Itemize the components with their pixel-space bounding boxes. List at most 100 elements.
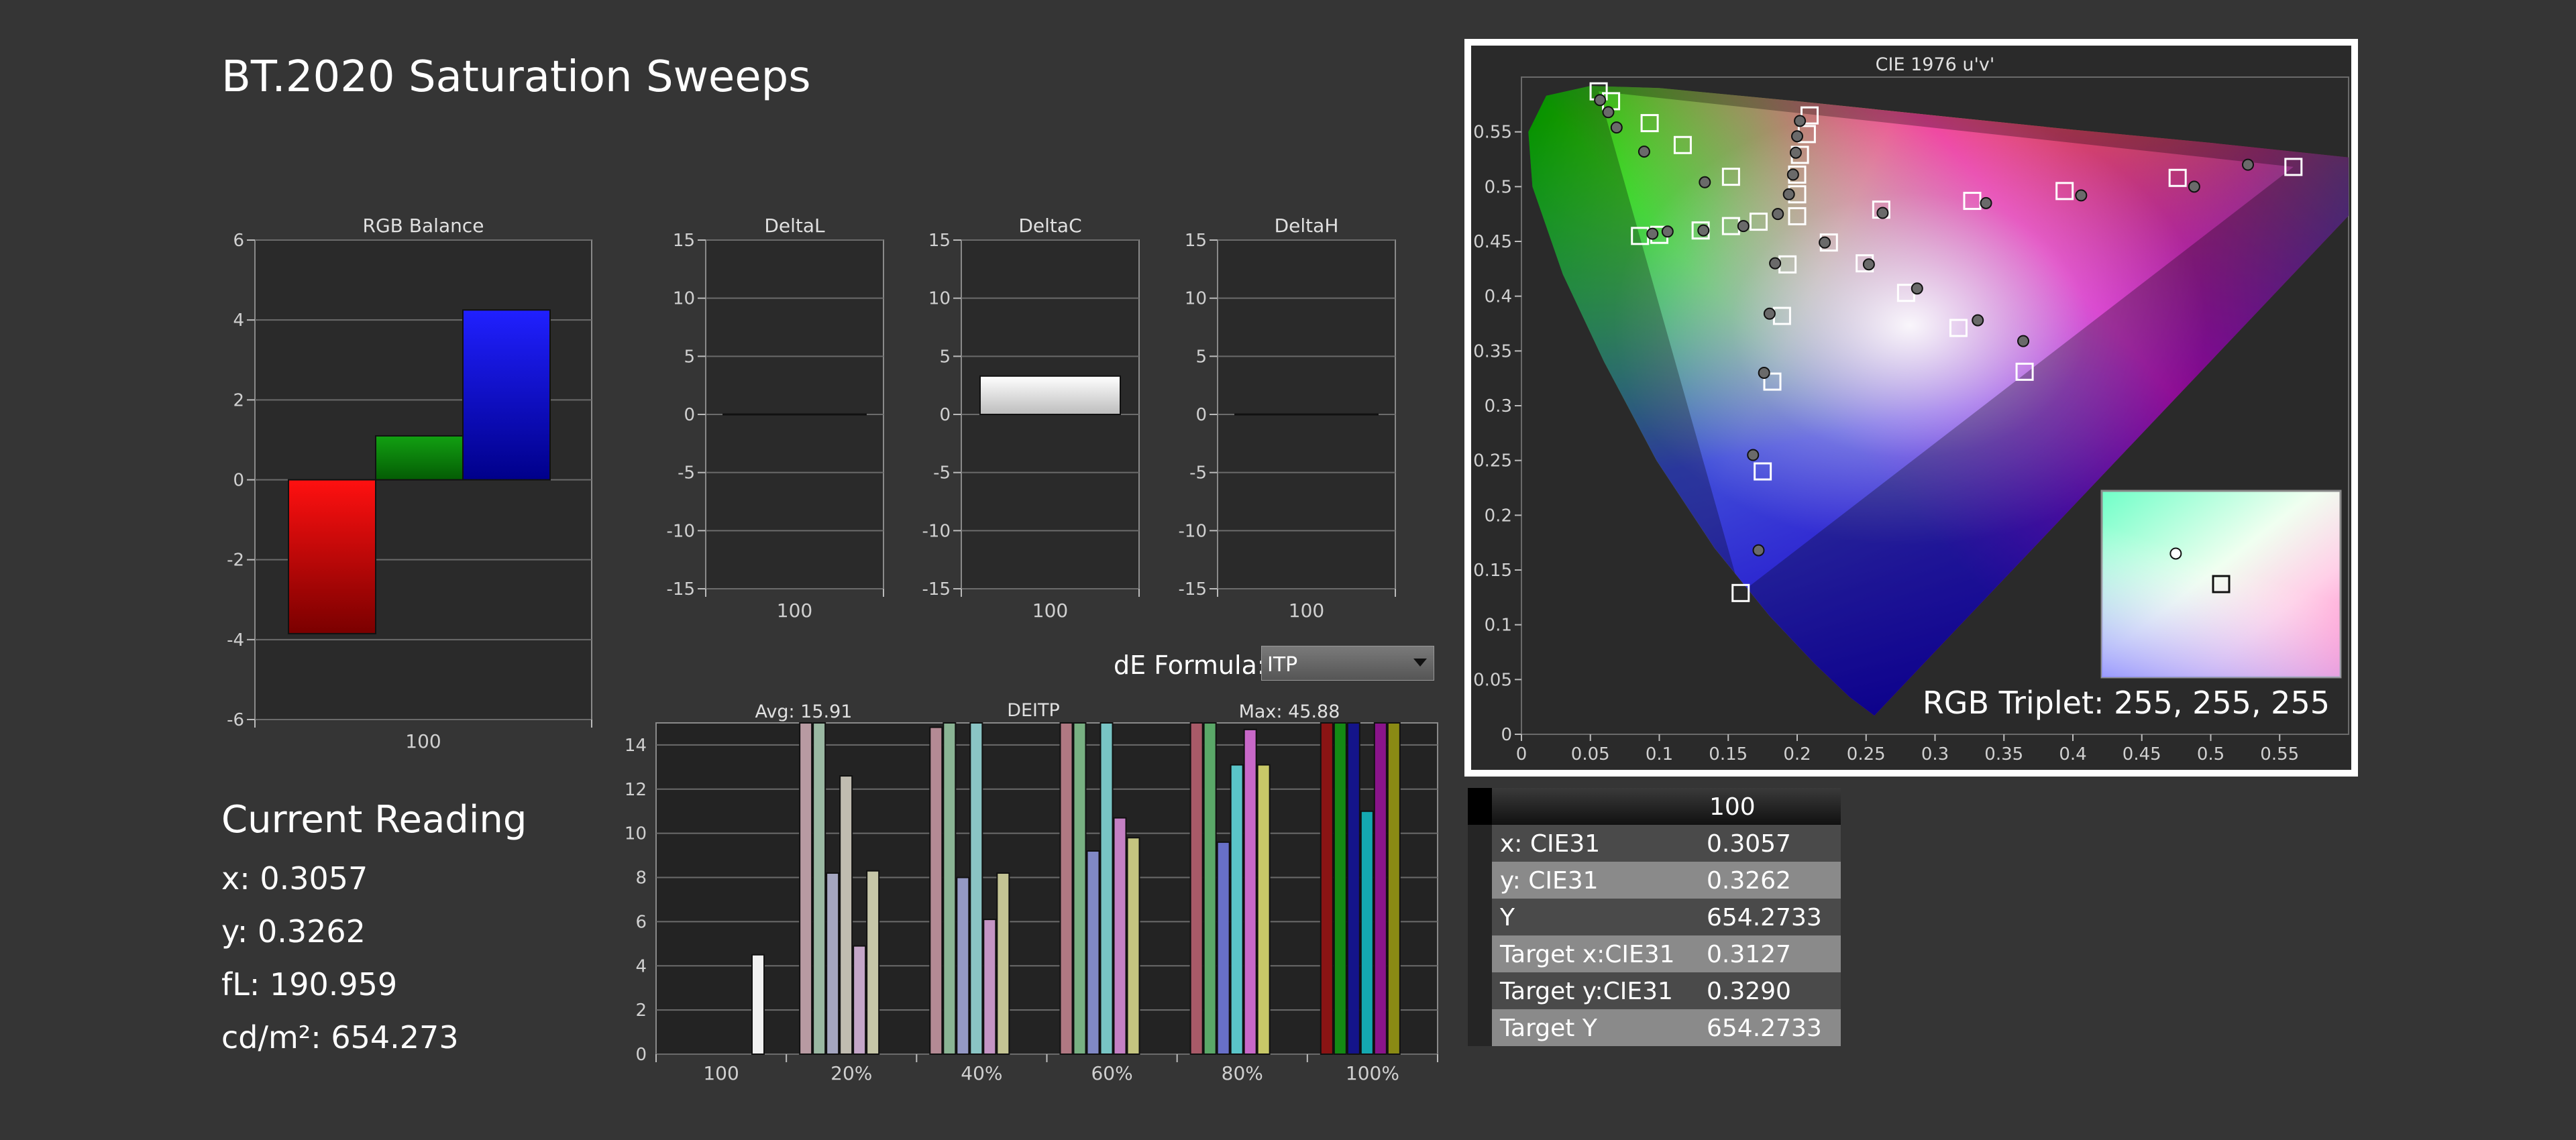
bar <box>1230 764 1244 1056</box>
measured-point <box>1862 258 1875 271</box>
y-tick-label: 12 <box>625 780 647 800</box>
bar <box>1320 722 1334 1055</box>
measured-point <box>1661 225 1674 238</box>
bar <box>1373 722 1387 1055</box>
bar <box>1256 764 1271 1056</box>
table-row: Target Y 654.2733 <box>1468 1009 1841 1046</box>
y-tick-label: 6 <box>233 231 244 251</box>
x-tick-label: 0.5 <box>2197 744 2224 764</box>
x-tick-label: 0.15 <box>1709 744 1748 764</box>
measured-point <box>1763 307 1776 320</box>
y-tick-label: -5 <box>933 463 951 483</box>
y-tick-label: 0.25 <box>1473 451 1512 471</box>
measured-point <box>1646 227 1659 240</box>
chart-title: DeltaH <box>1275 215 1339 237</box>
chart-deltah: 15 10 5 0 -5 -10 -15 DeltaH 100 <box>1179 215 1396 622</box>
measured-point <box>2241 158 2254 171</box>
y-tick-label: 2 <box>635 1001 647 1021</box>
y-tick-label: 8 <box>635 868 647 889</box>
target-marker <box>2055 182 2074 201</box>
page-title: BT.2020 Saturation Sweeps <box>221 52 811 102</box>
y-tick-label: 0.2 <box>1485 506 1512 526</box>
y-tick-label: -2 <box>227 551 244 571</box>
bar <box>1059 722 1073 1055</box>
de-formula-select[interactable]: ITP <box>1261 646 1434 681</box>
table-row: Target x:CIE31 0.3127 <box>1468 935 1841 972</box>
table-row: y: CIE31 0.3262 <box>1468 862 1841 899</box>
table-header-row: 100 <box>1468 788 1841 825</box>
y-tick-label: 10 <box>673 289 695 309</box>
de-formula-label: dE Formula: <box>1114 650 1266 680</box>
x-tick-label: 20% <box>830 1062 872 1084</box>
chart-title: RGB Balance <box>363 215 484 237</box>
bar-red <box>288 479 376 634</box>
measured-point <box>1772 208 1784 221</box>
target-marker <box>1949 319 1968 337</box>
table-row: Y 654.2733 <box>1468 899 1841 935</box>
target-marker <box>1963 192 1982 211</box>
measured-point <box>1737 220 1750 233</box>
measured-point <box>1747 449 1760 461</box>
bar-value <box>979 375 1121 415</box>
x-tick-label: 0.1 <box>1646 744 1673 764</box>
bar <box>1333 722 1347 1055</box>
bar <box>956 876 970 1055</box>
x-tick-label: 100 <box>1032 600 1068 622</box>
measured-point <box>1794 115 1807 127</box>
table-header-cell: 100 <box>1709 793 1756 821</box>
target-marker <box>1763 372 1782 391</box>
reading-cdm2: cd/m²: 654.273 <box>221 1019 459 1056</box>
x-tick-label: 0.25 <box>1847 744 1886 764</box>
chevron-down-icon <box>1413 659 1427 667</box>
target-marker <box>2015 362 2034 381</box>
measured-point <box>1791 130 1803 143</box>
measured-point <box>1789 146 1802 159</box>
y-tick-label: 2 <box>233 390 244 410</box>
bar-blue <box>462 309 551 481</box>
y-tick-label: 10 <box>928 289 951 309</box>
table-row-value: 654.2733 <box>1707 1015 1822 1042</box>
measured-point <box>2017 335 2030 347</box>
target-marker <box>1640 114 1659 133</box>
table-row-label: Target x:CIE31 <box>1500 941 1675 968</box>
bar <box>1099 722 1114 1055</box>
measured-point <box>1699 176 1711 188</box>
measured-point <box>2188 180 2200 193</box>
bar <box>1346 722 1360 1055</box>
x-tick-label: 0.35 <box>1984 744 2023 764</box>
measured-point <box>1594 94 1607 107</box>
chart-rgb-balance: 6 4 2 0 -2 -4 -6 RGB Balance 100 <box>227 215 592 752</box>
y-tick-label: 14 <box>625 736 647 756</box>
reading-y: y: 0.3262 <box>221 913 366 950</box>
y-tick-label: 10 <box>625 824 647 844</box>
gamut-white-shade <box>1528 86 2349 716</box>
bar <box>1216 841 1230 1055</box>
y-tick-label: -5 <box>1189 463 1207 483</box>
x-tick-label: 0.05 <box>1571 744 1610 764</box>
y-tick-label: 4 <box>635 956 647 976</box>
y-tick-label: 0.1 <box>1485 616 1512 636</box>
table-stub <box>1468 788 1492 825</box>
x-tick-label: 0.45 <box>2123 744 2161 764</box>
table-row-value: 654.2733 <box>1707 904 1822 931</box>
y-tick-label: 4 <box>233 310 244 331</box>
y-tick-label: 5 <box>1195 347 1207 367</box>
table-row-value: 0.3290 <box>1707 978 1791 1005</box>
y-tick-label: -5 <box>678 463 695 483</box>
measured-point <box>1819 236 1831 249</box>
target-marker <box>2168 168 2187 187</box>
target-marker <box>2284 158 2303 176</box>
y-tick-label: 0.55 <box>1473 123 1512 143</box>
target-marker <box>1673 135 1692 154</box>
measured-point <box>1911 282 1923 295</box>
measured-point <box>1972 314 1984 327</box>
x-tick-label: 100 <box>777 600 812 622</box>
inset-shade <box>2102 491 2341 677</box>
table-row-label: y: CIE31 <box>1500 867 1599 895</box>
table-row-label: Y <box>1500 904 1515 931</box>
bar <box>1203 722 1217 1055</box>
y-tick-label: 0 <box>939 405 951 425</box>
y-tick-label: 0 <box>233 471 244 491</box>
reading-fl: fL: 190.959 <box>221 966 398 1003</box>
bar <box>996 872 1010 1055</box>
